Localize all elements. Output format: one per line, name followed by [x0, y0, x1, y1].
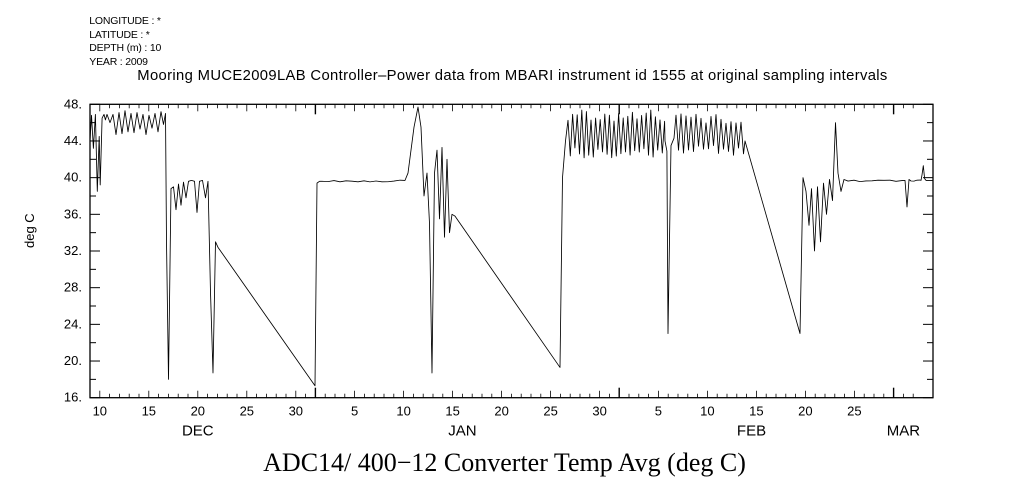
svg-text:MAR: MAR	[887, 423, 921, 440]
svg-text:25: 25	[543, 404, 557, 419]
svg-text:15: 15	[749, 404, 763, 419]
svg-text:30: 30	[592, 404, 606, 419]
svg-text:25: 25	[240, 404, 254, 419]
svg-text:48.: 48.	[64, 96, 82, 111]
svg-text:20.: 20.	[64, 353, 82, 368]
svg-text:10: 10	[700, 404, 714, 419]
svg-text:5: 5	[351, 404, 358, 419]
svg-text:32.: 32.	[64, 243, 82, 258]
svg-text:28.: 28.	[64, 280, 82, 295]
svg-text:FEB: FEB	[737, 423, 766, 440]
svg-text:25: 25	[847, 404, 861, 419]
svg-text:44.: 44.	[64, 133, 82, 148]
svg-text:DEC: DEC	[182, 423, 214, 440]
svg-text:15: 15	[142, 404, 156, 419]
svg-text:5: 5	[655, 404, 662, 419]
svg-text:40.: 40.	[64, 170, 82, 185]
svg-text:15: 15	[445, 404, 459, 419]
svg-text:JAN: JAN	[448, 423, 476, 440]
svg-text:16.: 16.	[64, 390, 82, 405]
svg-text:10: 10	[93, 404, 107, 419]
svg-text:24.: 24.	[64, 316, 82, 331]
svg-text:30: 30	[289, 404, 303, 419]
svg-text:20: 20	[191, 404, 205, 419]
svg-text:20: 20	[494, 404, 508, 419]
svg-text:20: 20	[798, 404, 812, 419]
svg-text:36.: 36.	[64, 206, 82, 221]
svg-text:10: 10	[396, 404, 410, 419]
